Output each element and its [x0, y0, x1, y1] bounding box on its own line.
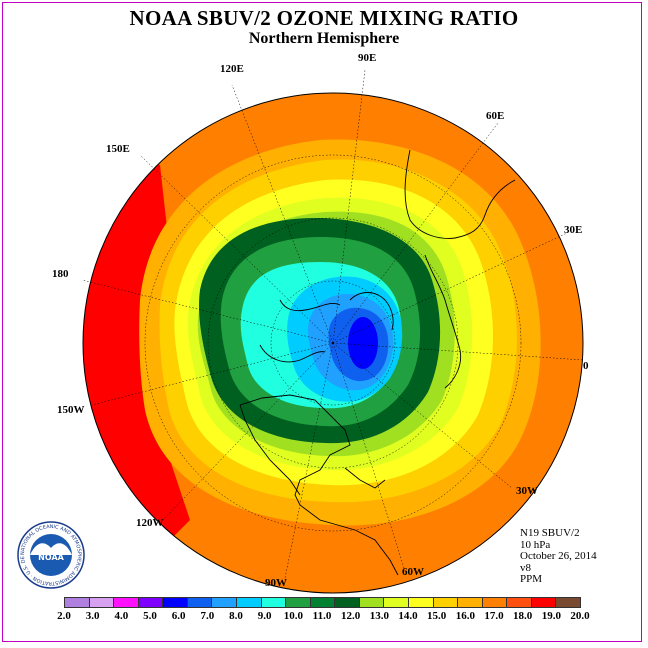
- colorbar-segment: [530, 597, 557, 608]
- info-line-version: v8: [520, 561, 531, 574]
- coast-caribbean: [344, 467, 386, 489]
- map-subtitle: Northern Hemisphere: [248, 30, 400, 47]
- info-block: N19 SBUV/2 10 hPa October 26, 2014 v8 PP…: [520, 527, 597, 586]
- colorbar-segment: [260, 597, 287, 608]
- colorbar-tick-label: 8.0: [229, 610, 243, 622]
- graticule: [81, 69, 584, 579]
- latitude-circle-75: [270, 280, 396, 406]
- colorbar-segment: [408, 597, 434, 608]
- coast-north-america-east: [239, 394, 399, 576]
- colorbar-tick-label: 9.0: [257, 610, 272, 622]
- colorbar-segment: [506, 597, 532, 608]
- meridian-150w: [91, 342, 334, 406]
- colorbar-tick-label: 18.0: [513, 610, 533, 622]
- colorbar-tick-label: 7.0: [200, 610, 215, 622]
- colorbar-segment: [457, 597, 483, 608]
- colorbar-segment: [555, 597, 581, 608]
- colorbar-segment: [162, 597, 188, 608]
- lon-label-60e: 60E: [486, 110, 505, 122]
- colorbar-tick-label: 14.0: [398, 610, 418, 622]
- colorbar-segment: [334, 597, 360, 608]
- colorbar-tick-label: 19.0: [541, 610, 561, 622]
- colorbar-segment: [88, 597, 115, 608]
- logo-bird-icon: [30, 543, 72, 555]
- lon-label-150w: 150W: [57, 404, 85, 416]
- colorbar-segment: [186, 597, 213, 608]
- meridian-90e: [332, 69, 366, 344]
- colorbar-tick-label: 16.0: [455, 610, 475, 622]
- meridian-60w: [332, 342, 405, 569]
- colorbar-tick-label: 13.0: [369, 610, 389, 622]
- lon-label-120w: 120W: [136, 517, 164, 529]
- meridian-30e: [332, 232, 568, 344]
- meridian-150e: [139, 154, 334, 344]
- lon-label-120e: 120E: [220, 63, 244, 75]
- colorbar-segment: [64, 597, 90, 608]
- info-line-units: PPM: [520, 573, 543, 585]
- colorbar-segment: [309, 597, 336, 608]
- meridian-60e: [332, 122, 499, 344]
- lon-label-180: 180: [52, 268, 69, 280]
- colorbar-tick-label: 20.0: [570, 610, 590, 622]
- colorbar-segment: [481, 597, 508, 608]
- coast-asia-east: [404, 149, 516, 239]
- colorbar-tick-label: 12.0: [341, 610, 361, 622]
- meridian-180: [81, 279, 334, 344]
- colorbar-segment: [236, 597, 262, 608]
- colorbar-tick-label: 11.0: [312, 610, 332, 622]
- meridian-120w: [162, 342, 334, 521]
- meridian-120e: [231, 84, 334, 344]
- logo-noaa-text: NOAA: [38, 553, 64, 562]
- coast-arctic-islands: [279, 299, 341, 312]
- colorbar-tick-label: 4.0: [114, 610, 129, 622]
- latitude-circle-60: [207, 217, 459, 469]
- lon-label-90e: 90E: [358, 52, 377, 64]
- coast-north-america-west: [239, 404, 301, 496]
- colorbar-segment: [432, 597, 459, 608]
- colorbar-segment: [211, 597, 237, 608]
- info-line-level: 10 hPa: [520, 538, 551, 551]
- map-title: NOAA SBUV/2 OZONE MIXING RATIO: [129, 6, 519, 30]
- coast-greenland: [349, 292, 394, 331]
- noaa-logo: NATIONAL OCEANIC AND ATMOSPHERIC ADMINIS…: [16, 520, 85, 589]
- latitude-circle-45: [144, 154, 522, 532]
- colorbar-tick-label: 5.0: [143, 610, 157, 622]
- band-5-6-minimum: [348, 317, 378, 369]
- lon-label-90w: 90W: [265, 577, 287, 589]
- colorbar-segment: [383, 597, 409, 608]
- coast-europe: [424, 254, 462, 389]
- colorbar-segment: [285, 597, 311, 608]
- lon-label-30w: 30W: [516, 485, 538, 497]
- colorbar-tick-label: 15.0: [427, 610, 447, 622]
- colorbar-tick-label: 3.0: [85, 610, 100, 622]
- page-frame: [2, 2, 642, 642]
- colorbar-tick-label: 2.0: [57, 610, 71, 622]
- info-line-date: October 26, 2014: [520, 550, 597, 562]
- colorbar-segment: [358, 597, 385, 608]
- colorbar-tick-label: 6.0: [171, 610, 186, 622]
- lon-label-30e: 30E: [564, 224, 583, 236]
- meridian-90w: [284, 342, 334, 579]
- coastlines: [239, 149, 516, 576]
- colorbar-segment: [137, 597, 164, 608]
- colorbar-tick-label: 17.0: [484, 610, 504, 622]
- map-boundary: [82, 92, 584, 594]
- lon-label-60w: 60W: [402, 566, 424, 578]
- colorbar-tick-label: 10.0: [283, 610, 303, 622]
- colorbar-segment: [113, 597, 139, 608]
- lon-label-0: 0: [583, 360, 589, 372]
- info-line-satellite: N19 SBUV/2: [520, 527, 580, 539]
- lon-label-150e: 150E: [106, 143, 130, 155]
- coast-canada-arctic: [259, 344, 326, 363]
